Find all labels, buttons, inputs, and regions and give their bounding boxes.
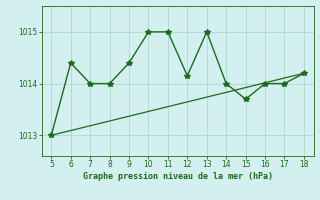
X-axis label: Graphe pression niveau de la mer (hPa): Graphe pression niveau de la mer (hPa) — [83, 172, 273, 181]
